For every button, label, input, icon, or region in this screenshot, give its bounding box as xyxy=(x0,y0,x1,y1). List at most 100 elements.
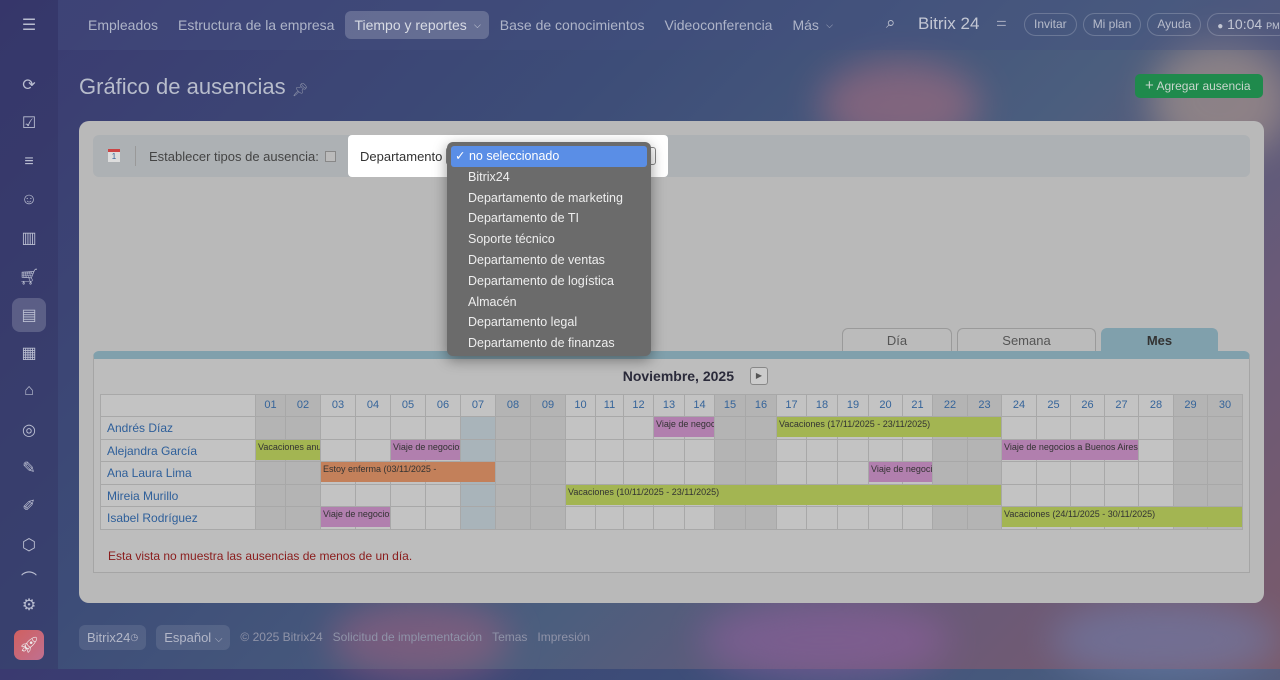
help-button[interactable]: Ayuda xyxy=(1147,13,1202,36)
day-cell[interactable] xyxy=(1173,416,1208,440)
day-cell[interactable] xyxy=(595,461,624,485)
search-icon[interactable]: ⌕ xyxy=(886,13,896,32)
day-cell[interactable] xyxy=(868,438,903,462)
day-cell[interactable] xyxy=(565,461,596,485)
settings-sliders-icon[interactable]: ⚌ xyxy=(996,15,1007,29)
document-edit-icon[interactable]: ✐ xyxy=(22,498,36,516)
employee-name[interactable]: Alejandra García xyxy=(100,438,256,462)
absence-bar-trip[interactable]: Viaje de negocios xyxy=(321,507,390,527)
day-cell[interactable] xyxy=(1138,483,1174,507)
robot-icon[interactable]: ☺ xyxy=(20,190,38,208)
day-cell[interactable] xyxy=(776,506,807,530)
absence-bar-vacation[interactable]: Vacaciones anuales xyxy=(256,439,320,460)
day-cell[interactable] xyxy=(355,438,391,462)
day-cell[interactable] xyxy=(565,438,596,462)
day-cell[interactable] xyxy=(530,506,566,530)
day-cell[interactable] xyxy=(595,506,624,530)
absence-bar-trip[interactable]: Viaje de negocios a Buenos Aires xyxy=(1002,439,1138,460)
day-cell[interactable] xyxy=(320,483,356,507)
day-cell[interactable] xyxy=(623,506,654,530)
day-cell[interactable] xyxy=(684,438,715,462)
absence-bar-vacation[interactable]: Vacaciones (10/11/2025 - 23/11/2025) xyxy=(566,484,1001,505)
day-cell[interactable] xyxy=(745,416,777,440)
day-cell[interactable] xyxy=(1104,461,1139,485)
day-cell[interactable] xyxy=(495,416,531,440)
day-cell[interactable] xyxy=(425,506,461,530)
employee-name[interactable]: Andrés Díaz xyxy=(100,416,256,440)
day-cell[interactable] xyxy=(595,438,624,462)
footer-link-implementation[interactable]: Solicitud de implementación xyxy=(332,630,483,644)
department-option[interactable]: Departamento de ventas xyxy=(451,250,647,271)
day-cell[interactable] xyxy=(1070,461,1105,485)
day-cell[interactable] xyxy=(868,506,903,530)
department-option[interactable]: Departamento de logística xyxy=(451,271,647,292)
footer-brand[interactable]: Bitrix24◷ xyxy=(79,625,147,650)
day-cell[interactable] xyxy=(1173,461,1208,485)
my-plan-button[interactable]: Mi plan xyxy=(1082,13,1142,36)
footer-link-print[interactable]: Impresión xyxy=(537,630,591,644)
settings-icon[interactable]: ⚙ xyxy=(21,597,37,614)
nav-knowledge-base[interactable]: Base de conocimientos xyxy=(499,17,645,33)
day-cell[interactable] xyxy=(255,483,286,507)
add-absence-button[interactable]: + Agregar ausencia xyxy=(1135,74,1263,98)
more-icon[interactable]: ⌒ xyxy=(20,572,37,589)
crm-funnel-icon[interactable]: ≡ xyxy=(24,152,34,170)
day-cell[interactable] xyxy=(745,461,777,485)
box-icon[interactable]: ⬡ xyxy=(22,536,36,554)
day-cell[interactable] xyxy=(967,461,1002,485)
analytics-icon[interactable]: ▥ xyxy=(21,230,37,248)
next-month-button[interactable]: ▶ xyxy=(750,367,768,385)
day-cell[interactable] xyxy=(1001,461,1037,485)
day-cell[interactable] xyxy=(932,461,968,485)
day-cell[interactable] xyxy=(355,416,391,440)
day-cell[interactable] xyxy=(1173,483,1208,507)
footer-link-themes[interactable]: Temas xyxy=(492,630,528,644)
day-cell[interactable] xyxy=(530,438,566,462)
day-cell[interactable] xyxy=(285,416,321,440)
day-cell[interactable] xyxy=(390,506,426,530)
department-option[interactable]: Departamento legal xyxy=(451,312,647,333)
warehouse-icon[interactable]: ⌂ xyxy=(24,382,34,400)
day-cell[interactable] xyxy=(714,461,746,485)
day-cell[interactable] xyxy=(837,438,869,462)
department-option[interactable]: Departamento de marketing xyxy=(451,188,647,209)
absence-bar-vacation[interactable]: Vacaciones (17/11/2025 - 23/11/2025) xyxy=(777,417,1001,437)
department-option[interactable]: ✓ no seleccionado xyxy=(451,146,647,167)
target-icon[interactable]: ◎ xyxy=(22,421,36,439)
day-cell[interactable] xyxy=(460,483,496,507)
day-cell[interactable] xyxy=(1207,461,1243,485)
day-cell[interactable] xyxy=(565,416,596,440)
day-cell[interactable] xyxy=(495,506,531,530)
day-cell[interactable] xyxy=(530,461,566,485)
day-cell[interactable] xyxy=(806,438,838,462)
day-cell[interactable] xyxy=(565,506,596,530)
employee-name[interactable]: Mireia Murillo xyxy=(100,483,256,507)
day-cell[interactable] xyxy=(1001,483,1037,507)
day-cell[interactable] xyxy=(837,506,869,530)
employees-icon[interactable]: ▤ xyxy=(12,297,46,332)
nav-more[interactable]: Más ⌵ xyxy=(783,11,840,39)
absence-bar-trip[interactable]: Viaje de negocios xyxy=(391,439,460,460)
day-cell[interactable] xyxy=(460,416,496,440)
day-cell[interactable] xyxy=(1001,416,1037,440)
nav-company-structure[interactable]: Estructura de la empresa xyxy=(178,17,335,33)
nav-videoconference[interactable]: Videoconferencia xyxy=(664,17,773,33)
language-select[interactable]: Español ⌵ xyxy=(156,625,231,650)
day-cell[interactable] xyxy=(967,506,1002,530)
feed-icon[interactable]: ⟳ xyxy=(22,77,36,94)
tasks-icon[interactable]: ☑ xyxy=(21,115,37,133)
day-cell[interactable] xyxy=(806,461,838,485)
day-cell[interactable] xyxy=(714,506,746,530)
tab-day[interactable]: Día xyxy=(842,328,952,352)
employee-name[interactable]: Isabel Rodríguez xyxy=(100,506,256,530)
absence-bar-trip[interactable]: Viaje de negocios xyxy=(869,462,932,482)
day-cell[interactable] xyxy=(255,416,286,440)
day-cell[interactable] xyxy=(932,438,968,462)
department-option[interactable]: Almacén xyxy=(451,292,647,313)
day-cell[interactable] xyxy=(745,506,777,530)
pin-icon[interactable]: 📌︎ xyxy=(291,82,309,97)
day-cell[interactable] xyxy=(967,438,1002,462)
day-cell[interactable] xyxy=(425,483,461,507)
department-option[interactable]: Bitrix24 xyxy=(451,167,647,188)
department-option[interactable]: Departamento de TI xyxy=(451,208,647,229)
